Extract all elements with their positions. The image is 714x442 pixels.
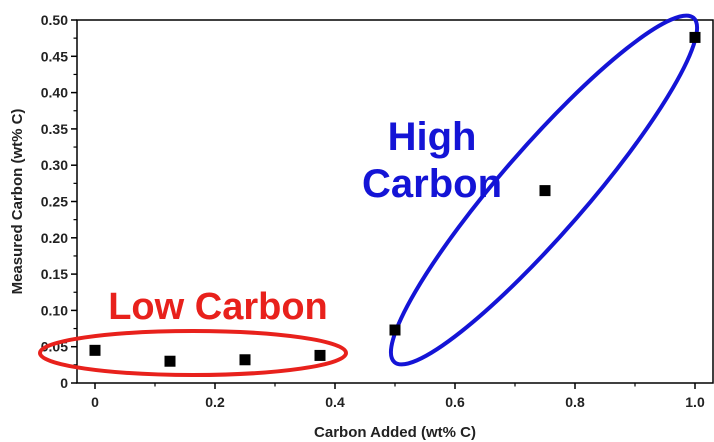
y-tick-label: 0 (60, 375, 68, 391)
x-tick-label: 0.4 (325, 394, 345, 410)
high-carbon-label: High Carbon (362, 115, 502, 206)
y-tick-label: 0.40 (41, 85, 68, 101)
ticks: 0 0.2 0.4 0.6 0.8 1.000.050.100.150.200.250.3… (41, 12, 705, 410)
y-tick-label: 0.15 (41, 266, 68, 282)
low-carbon-label: Low Carbon (108, 286, 328, 328)
y-tick-label: 0.50 (41, 12, 68, 28)
x-tick-label: 0.8 (565, 394, 585, 410)
annotations: Low Carbon High Carbon (38, 13, 700, 377)
x-tick-label: 1.0 (685, 394, 705, 410)
y-tick-label: 0.35 (41, 121, 68, 137)
data-point (689, 31, 701, 43)
y-tick-label: 0.25 (41, 194, 68, 210)
y-tick-label: 0.20 (41, 230, 68, 246)
x-tick-label: 0.6 (445, 394, 465, 410)
y-axis-title: Measured Carbon (wt% C) (9, 109, 26, 295)
data-point (539, 185, 551, 197)
low-carbon-ellipse (38, 329, 348, 377)
data-point (239, 354, 251, 366)
y-tick-label: 0.30 (41, 157, 68, 173)
x-tick-label: 0 (91, 394, 99, 410)
x-tick-label: 0.2 (205, 394, 225, 410)
data-point (89, 344, 101, 356)
y-tick-label: 0.10 (41, 302, 68, 318)
data-point (314, 349, 326, 361)
data-point (164, 355, 176, 367)
high-carbon-ellipse (388, 13, 700, 367)
y-tick-label: 0.45 (41, 48, 68, 64)
data-points (89, 31, 701, 367)
data-point (389, 324, 401, 336)
x-axis-title: Carbon Added (wt% C) (314, 424, 476, 441)
